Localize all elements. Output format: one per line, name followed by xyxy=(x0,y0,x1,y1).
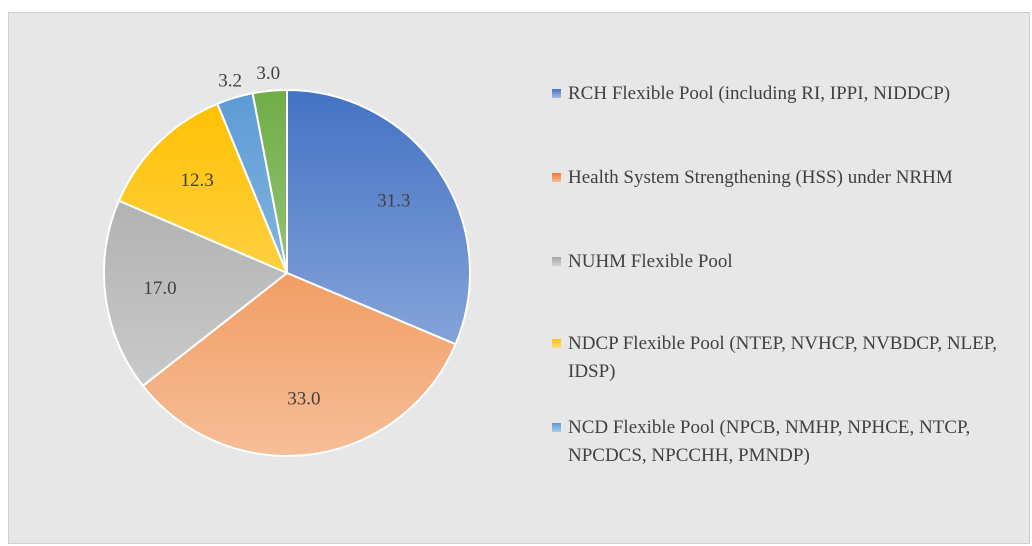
legend-entry: NUHM Flexible Pool xyxy=(552,248,1014,276)
legend-label: NUHM Flexible Pool xyxy=(568,251,733,272)
legend-label: NDCP Flexible Pool (NTEP, NVHCP, NVBDCP,… xyxy=(568,333,997,382)
legend-swatch xyxy=(552,339,561,348)
legend-label: Health System Strengthening (HSS) under … xyxy=(568,167,953,188)
pie-slice xyxy=(117,102,289,275)
pie-slice xyxy=(251,88,288,274)
legend-swatch xyxy=(552,89,561,98)
legend-swatch xyxy=(552,423,561,432)
legend-entry: NDCP Flexible Pool (NTEP, NVHCP, NVBDCP,… xyxy=(552,330,1014,386)
legend-entry: Health System Strengthening (HSS) under … xyxy=(552,164,1014,192)
data-label: 33.0 xyxy=(287,388,320,409)
legend-label: RCH Flexible Pool (including RI, IPPI, N… xyxy=(568,83,951,104)
data-label: 17.0 xyxy=(143,278,176,299)
legend-label: NCD Flexible Pool (NPCB, NMHP, NPHCE, NT… xyxy=(568,417,971,466)
data-label: 3.2 xyxy=(218,71,242,92)
legend-entry: NCD Flexible Pool (NPCB, NMHP, NPHCE, NT… xyxy=(552,414,1014,470)
pie-slice xyxy=(103,199,289,388)
legend-entry: RCH Flexible Pool (including RI, IPPI, N… xyxy=(552,80,1014,108)
data-label: 31.3 xyxy=(377,191,410,212)
legend-swatch xyxy=(552,173,561,182)
data-label: 12.3 xyxy=(181,170,214,191)
pie-slice xyxy=(141,271,457,457)
pie-slice xyxy=(286,88,471,346)
data-label: 3.0 xyxy=(256,63,280,84)
legend-swatch xyxy=(552,257,561,266)
